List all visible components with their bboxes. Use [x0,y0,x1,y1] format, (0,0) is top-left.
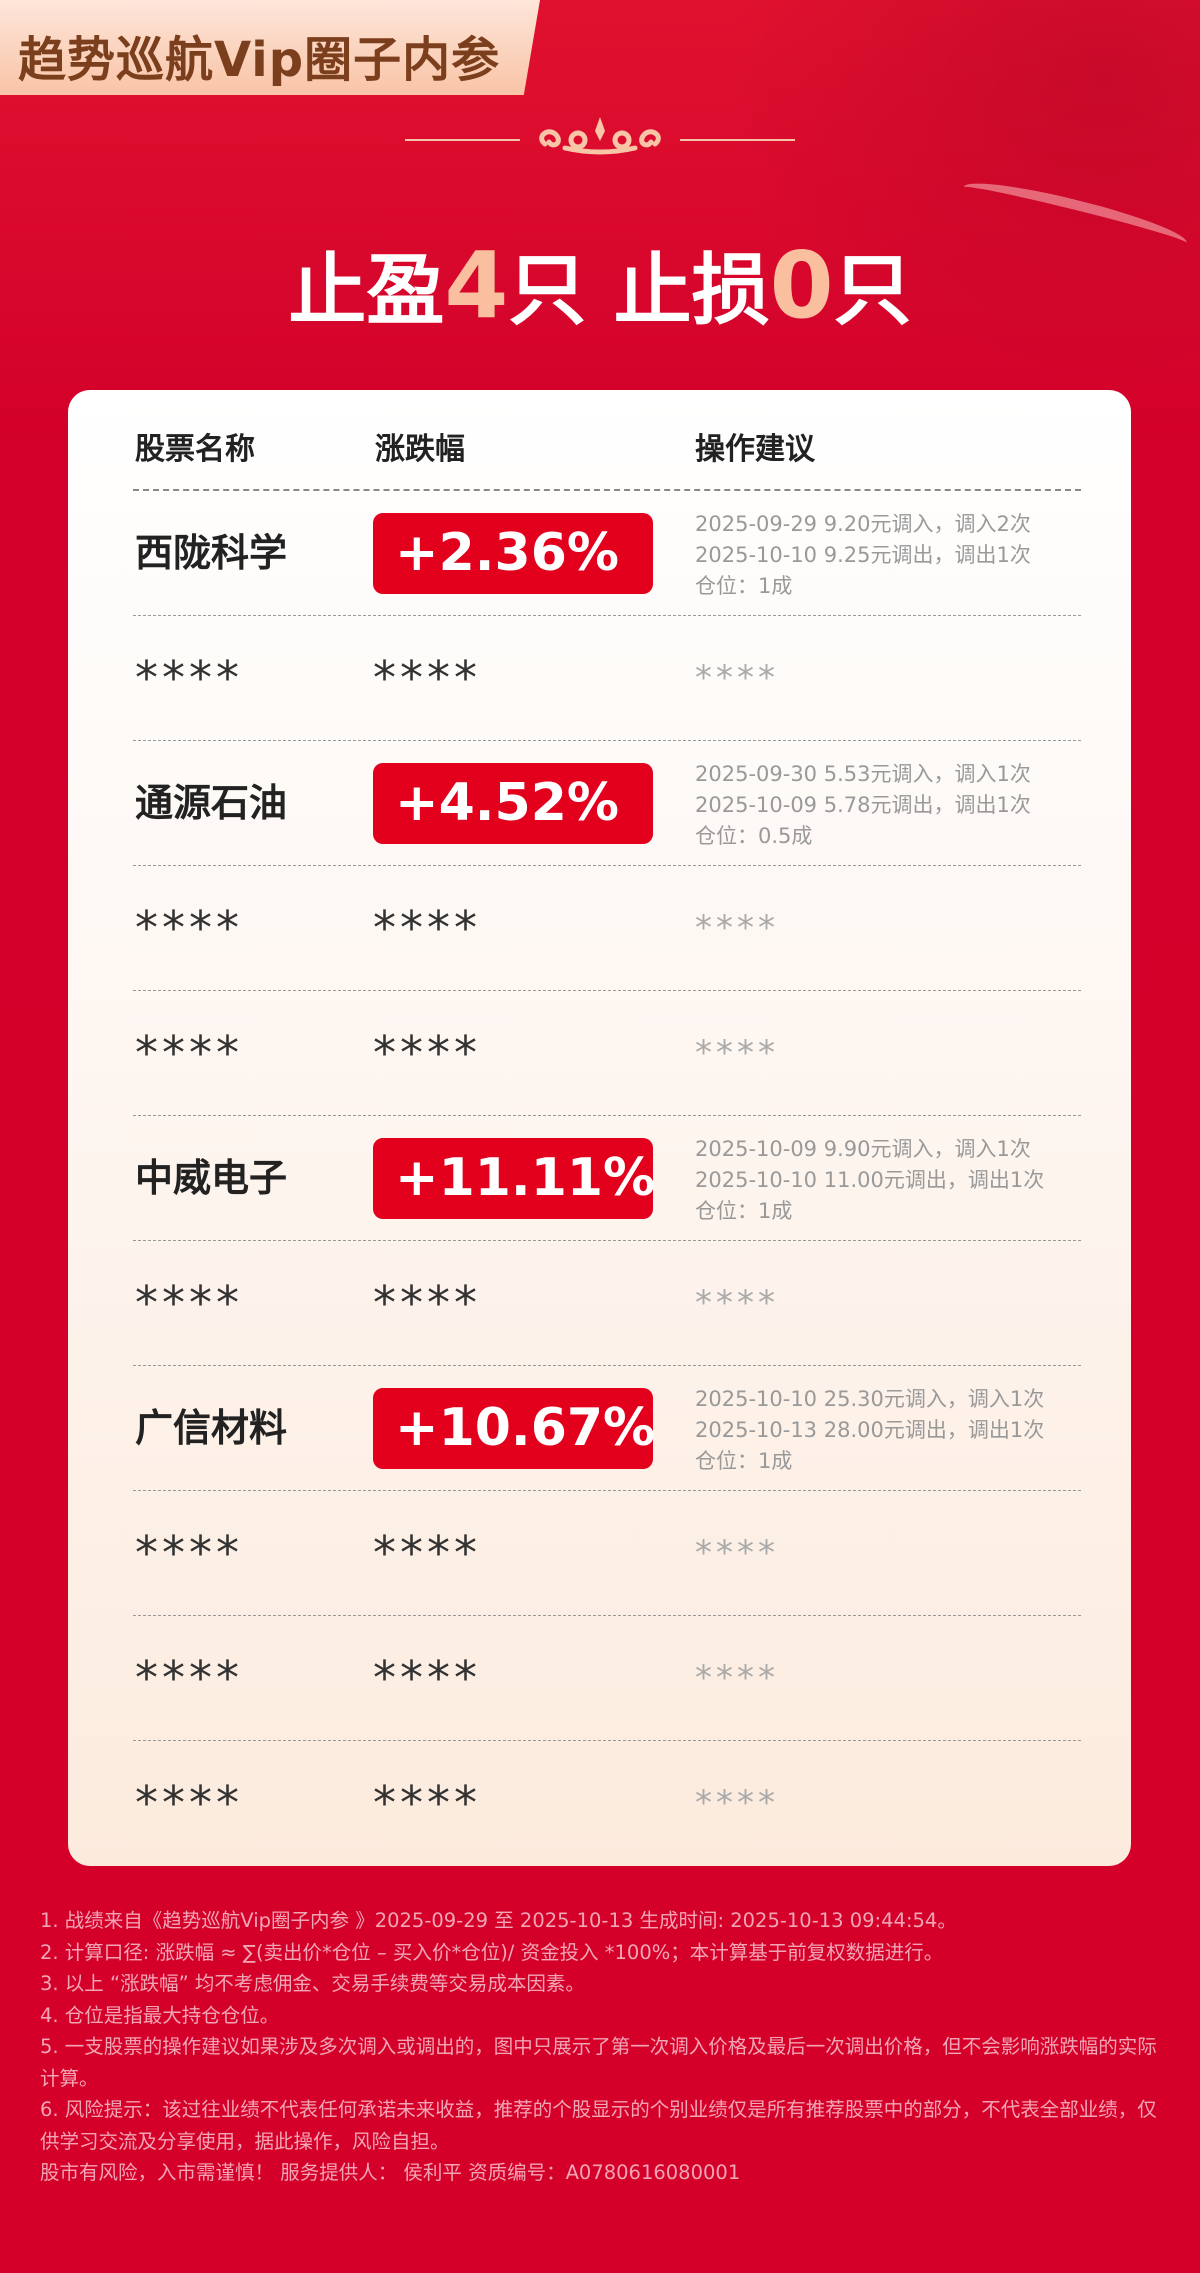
masked-change: **** [373,1526,481,1580]
advice-line: 2025-10-13 28.00元调出，调出1次 [695,1418,1045,1442]
masked-stock-name: **** [135,1026,243,1080]
stock-name: 通源石油 [135,781,288,825]
summary-headline: 止盈4只 止损0只 [0,228,1200,340]
masked-stock-name: **** [135,1526,243,1580]
masked-change: **** [373,1651,481,1705]
advice-line: 2025-10-10 11.00元调出，调出1次 [695,1168,1045,1192]
title-banner: 趋势巡航Vip圈子内参 [0,0,540,95]
operation-advice: 2025-09-29 9.20元调入，调入2次 2025-10-10 9.25元调… [695,509,1031,602]
footer-note: 1. 战绩来自《趋势巡航Vip圈子内参 》2025-09-29 至 2025-1… [40,1909,957,1932]
footer-note: 6. 风险提示：该过往业绩不代表任何承诺未来收益，推荐的个股显示的个别业绩仅是所… [40,2098,1157,2153]
table-row: **** **** **** [133,1491,1081,1616]
column-header-change: 涨跌幅 [375,432,465,467]
advice-line: 2025-10-10 25.30元调入，调入1次 [695,1387,1045,1411]
masked-advice: **** [695,1783,779,1823]
table-row: **** **** **** [133,1241,1081,1366]
stock-name: 西陇科学 [135,531,288,575]
masked-stock-name: **** [135,1651,243,1705]
footer-note: 3. 以上 “涨跌幅” 均不考虑佣金、交易手续费等交易成本因素。 [40,1972,585,1995]
background-decoration [720,0,1200,400]
table-row: **** **** **** [133,616,1081,741]
advice-line: 仓位：1成 [695,574,793,598]
masked-stock-name: **** [135,651,243,705]
masked-advice: **** [695,1658,779,1698]
masked-advice: **** [695,1283,779,1323]
masked-stock-name: **** [135,1776,243,1830]
advice-line: 仓位：1成 [695,1199,793,1223]
change-badge: +10.67% [373,1388,655,1469]
table-row: 广信材料 +10.67% 2025-10-10 25.30元调入，调入1次 2025-… [133,1366,1081,1491]
operation-advice: 2025-09-30 5.53元调入，调入1次 2025-10-09 5.78元调… [695,759,1031,852]
footer-note: 4. 仓位是指最大持仓仓位。 [40,2003,280,2027]
operation-advice: 2025-10-09 9.90元调入，调入1次 2025-10-10 11.00元… [695,1134,1044,1227]
footer-note: 5. 一支股票的操作建议如果涉及多次调入或调出的，图中只展示了第一次调入价格及最… [40,2035,1157,2090]
masked-stock-name: **** [135,901,243,955]
table-row: **** **** **** [133,1741,1081,1866]
masked-change: **** [373,651,481,705]
header-divider [133,489,1081,491]
stop-loss-label: 止损 [613,246,770,336]
advice-line: 2025-09-29 9.20元调入，调入2次 [695,512,1031,536]
change-badge: +11.11% [373,1138,655,1219]
take-profit-count: 4 [444,232,509,339]
page-title: 趋势巡航Vip圈子内参 [18,32,501,88]
footer-disclaimer: 股市有风险，入市需谨慎！ 服务提供人： 侯利平 资质编号：A0780616080… [40,2161,741,2184]
results-table-card: 股票名称 涨跌幅 操作建议 西陇科学 +2.36% 2025-09-29 9.20元… [68,390,1131,1866]
masked-change: **** [373,901,481,955]
table-body: 西陇科学 +2.36% 2025-09-29 9.20元调入，调入2次 2025-10… [68,491,1131,1866]
table-row: 西陇科学 +2.36% 2025-09-29 9.20元调入，调入2次 2025-10… [133,491,1081,616]
masked-stock-name: **** [135,1276,243,1330]
footer-notes: 1. 战绩来自《趋势巡航Vip圈子内参 》2025-09-29 至 2025-1… [40,1905,1160,2189]
unit-label: 只 [833,246,912,336]
advice-line: 仓位：0.5成 [695,824,813,848]
unit-label: 只 [508,246,614,336]
change-badge: +4.52% [373,763,653,844]
masked-change: **** [373,1776,481,1830]
advice-line: 2025-10-09 5.78元调出，调出1次 [695,793,1031,817]
table-header: 股票名称 涨跌幅 操作建议 [68,390,1131,491]
advice-line: 2025-10-10 9.25元调出，调出1次 [695,543,1031,567]
table-row: **** **** **** [133,1616,1081,1741]
footer-note: 2. 计算口径: 涨跌幅 ≈ ∑(卖出价*仓位 – 买入价*仓位)/ 资金投入 … [40,1940,944,1964]
operation-advice: 2025-10-10 25.30元调入，调入1次 2025-10-13 28.00… [695,1384,1044,1477]
ornament-divider-icon [405,117,795,155]
take-profit-label: 止盈 [288,246,445,336]
masked-advice: **** [695,908,779,948]
change-badge: +2.36% [373,513,653,594]
column-header-stock-name: 股票名称 [135,432,255,467]
masked-advice: **** [695,1033,779,1073]
advice-line: 2025-10-09 9.90元调入，调入1次 [695,1137,1031,1161]
table-row: **** **** **** [133,866,1081,991]
table-row: 通源石油 +4.52% 2025-09-30 5.53元调入，调入1次 2025-10… [133,741,1081,866]
stock-name: 中威电子 [135,1156,288,1200]
table-row: **** **** **** [133,991,1081,1116]
advice-line: 2025-09-30 5.53元调入，调入1次 [695,762,1031,786]
stop-loss-count: 0 [769,232,834,339]
table-row: 中威电子 +11.11% 2025-10-09 9.90元调入，调入1次 2025-1… [133,1116,1081,1241]
masked-change: **** [373,1026,481,1080]
masked-advice: **** [695,1533,779,1573]
masked-change: **** [373,1276,481,1330]
advice-line: 仓位：1成 [695,1449,793,1473]
masked-advice: **** [695,658,779,698]
column-header-advice: 操作建议 [695,432,815,467]
stock-name: 广信材料 [135,1406,288,1450]
